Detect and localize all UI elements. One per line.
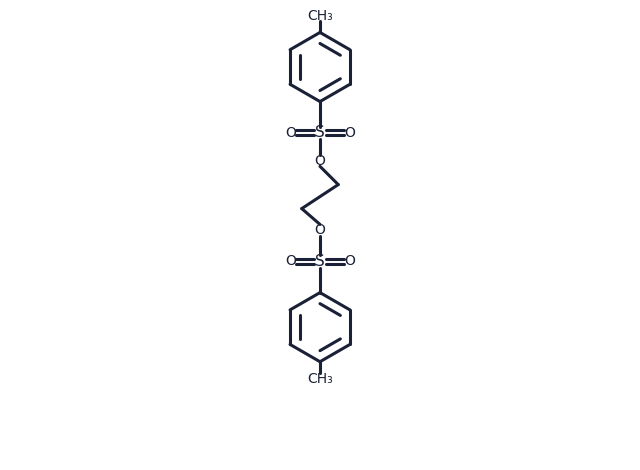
Text: S: S [315, 125, 325, 140]
Text: CH₃: CH₃ [307, 371, 333, 385]
Text: O: O [285, 254, 296, 268]
Text: O: O [285, 126, 296, 140]
Text: S: S [315, 254, 325, 269]
Text: O: O [344, 126, 355, 140]
Text: O: O [315, 154, 325, 168]
Text: CH₃: CH₃ [307, 8, 333, 23]
Text: O: O [315, 223, 325, 237]
Text: O: O [344, 254, 355, 268]
